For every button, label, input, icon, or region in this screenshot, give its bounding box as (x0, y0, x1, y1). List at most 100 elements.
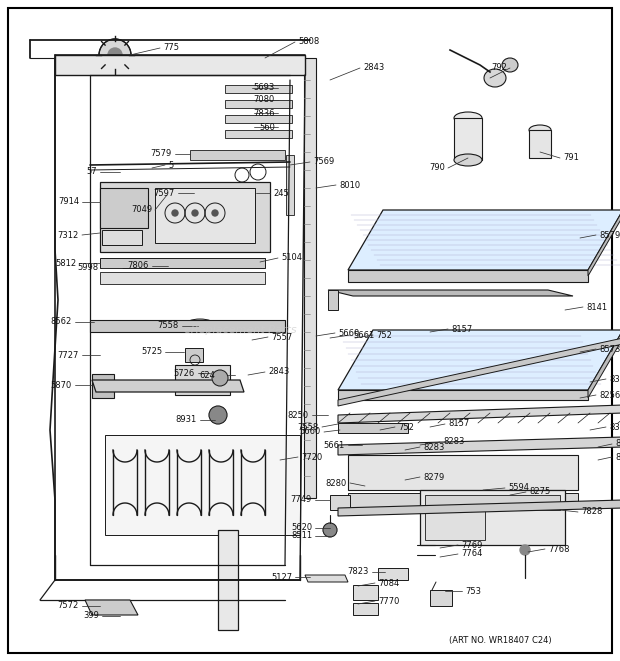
Ellipse shape (484, 69, 506, 87)
Text: 7836: 7836 (254, 108, 275, 118)
Text: 7727: 7727 (58, 350, 79, 360)
Text: 399: 399 (83, 611, 99, 621)
Text: 5726: 5726 (174, 368, 195, 377)
Text: 7823: 7823 (348, 568, 369, 576)
Text: 5620: 5620 (291, 524, 312, 533)
Circle shape (323, 523, 337, 537)
Text: 7572: 7572 (58, 602, 79, 611)
Bar (425, 495, 560, 510)
Text: 752: 752 (376, 330, 392, 340)
Text: 7914: 7914 (58, 198, 79, 206)
Circle shape (106, 601, 118, 613)
Text: 5998: 5998 (78, 264, 99, 272)
Text: 790: 790 (429, 163, 445, 173)
Text: 8573: 8573 (599, 344, 620, 354)
Bar (430, 590, 452, 606)
Bar (378, 568, 408, 580)
Text: 7764: 7764 (461, 549, 482, 559)
Bar (529, 130, 551, 158)
Bar (102, 230, 142, 245)
Text: 7579: 7579 (151, 149, 172, 159)
Text: 7312: 7312 (58, 231, 79, 239)
Text: 8562: 8562 (51, 317, 72, 327)
Text: 5594: 5594 (508, 483, 529, 492)
Polygon shape (55, 55, 305, 75)
Text: 560: 560 (259, 122, 275, 132)
Text: 5693: 5693 (254, 83, 275, 93)
Text: 5812: 5812 (56, 258, 77, 268)
Polygon shape (338, 500, 620, 516)
Text: 8366: 8366 (609, 422, 620, 432)
Ellipse shape (502, 58, 518, 72)
Bar (420, 490, 565, 545)
Text: 8141: 8141 (586, 303, 607, 311)
Text: 8250: 8250 (288, 410, 309, 420)
Text: (ART NO. WR18407 C24): (ART NO. WR18407 C24) (449, 635, 551, 644)
Text: 7768: 7768 (548, 545, 570, 553)
Text: 8157: 8157 (448, 420, 469, 428)
Bar (425, 510, 485, 540)
Bar (348, 493, 578, 508)
Text: 8275: 8275 (529, 488, 551, 496)
Text: 7558: 7558 (298, 422, 319, 432)
Text: 7569: 7569 (313, 157, 334, 167)
Text: 791: 791 (563, 153, 579, 163)
Text: 8931: 8931 (175, 416, 197, 424)
Text: 7080: 7080 (254, 95, 275, 104)
Text: 8206: 8206 (615, 440, 620, 449)
Text: 7720: 7720 (301, 453, 322, 461)
Text: 5104: 5104 (281, 254, 302, 262)
Polygon shape (328, 290, 338, 310)
Text: 7828: 7828 (581, 508, 603, 516)
Bar (218, 530, 238, 630)
Bar (225, 115, 292, 123)
Text: 7557: 7557 (271, 332, 292, 342)
Bar (348, 455, 578, 490)
Text: 753: 753 (465, 586, 481, 596)
Text: 8157: 8157 (451, 325, 472, 334)
Text: 5661: 5661 (324, 440, 345, 449)
Polygon shape (348, 270, 588, 282)
Circle shape (209, 406, 227, 424)
Polygon shape (348, 210, 620, 270)
Polygon shape (338, 423, 408, 433)
Circle shape (212, 370, 228, 386)
Bar (100, 188, 148, 228)
Text: 7558: 7558 (157, 321, 179, 330)
Text: 245: 245 (273, 188, 289, 198)
Ellipse shape (454, 154, 482, 166)
Polygon shape (328, 290, 573, 296)
Bar (330, 495, 350, 510)
Polygon shape (588, 330, 620, 398)
Polygon shape (338, 330, 620, 390)
Bar (190, 150, 285, 160)
Circle shape (192, 210, 198, 216)
Polygon shape (338, 437, 620, 455)
Text: 8010: 8010 (339, 180, 360, 190)
Polygon shape (338, 405, 620, 423)
Text: 5660: 5660 (338, 329, 359, 338)
Text: 5: 5 (168, 161, 173, 169)
Text: 624: 624 (199, 371, 215, 379)
Text: 7770: 7770 (378, 596, 399, 605)
Bar (175, 365, 230, 395)
Bar (92, 374, 114, 398)
Text: 7769: 7769 (461, 541, 482, 549)
Text: 8283: 8283 (443, 438, 464, 446)
Text: 8283: 8283 (423, 442, 445, 451)
Bar (225, 85, 292, 93)
Text: 5127: 5127 (271, 572, 292, 582)
Text: 2843: 2843 (363, 63, 384, 73)
Circle shape (520, 545, 530, 555)
Circle shape (212, 210, 218, 216)
Text: 8256: 8256 (599, 391, 620, 399)
Text: 8280: 8280 (326, 479, 347, 488)
Circle shape (108, 48, 122, 62)
Text: 8579: 8579 (599, 231, 620, 239)
Text: 7084: 7084 (378, 578, 399, 588)
Bar (185, 348, 203, 362)
Bar (304, 58, 316, 498)
Text: 2843: 2843 (268, 368, 290, 377)
Circle shape (99, 39, 131, 71)
Text: eReplacement Parts: eReplacement Parts (184, 325, 296, 335)
